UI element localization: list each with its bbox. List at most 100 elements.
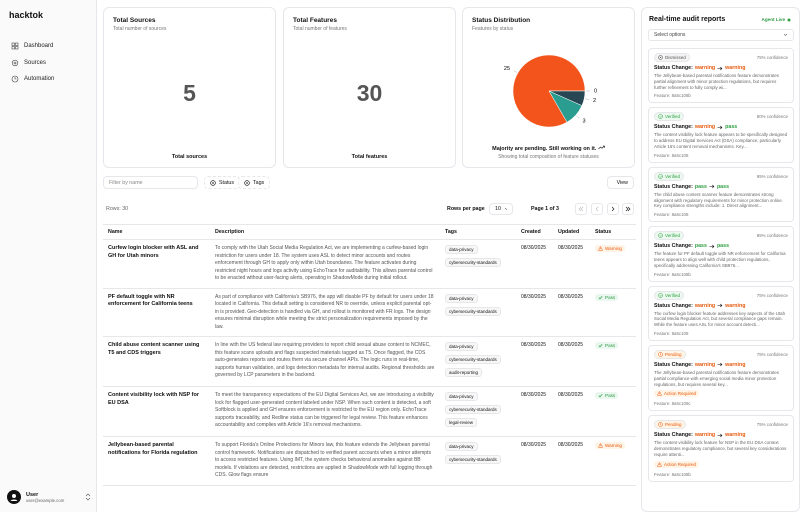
column-header: Tags xyxy=(440,224,516,240)
user-menu[interactable]: User user@example.com xyxy=(7,490,91,504)
user-email: user@example.com xyxy=(26,497,65,503)
report-text: The curfew login blocker feature address… xyxy=(654,310,786,328)
nav-item[interactable]: Sources xyxy=(9,55,89,72)
view-button[interactable]: View xyxy=(607,176,634,189)
from-status: warning xyxy=(694,65,716,71)
status-change: Status Change: warning warning xyxy=(654,303,788,309)
table-row[interactable]: Curfew login blocker with ASL and GH for… xyxy=(103,239,636,289)
card-subtitle: Total number of features xyxy=(293,26,347,32)
status-change: Status Change: pass pass xyxy=(654,184,788,190)
filter-label: Status xyxy=(219,179,235,186)
status-badge: Pass xyxy=(595,342,619,349)
status-icon xyxy=(598,393,603,398)
first-page[interactable] xyxy=(575,203,587,215)
audit-report[interactable]: Verified 80% confidence Status Change: warn… xyxy=(648,107,794,163)
state-text: Pending xyxy=(665,351,682,357)
table-row[interactable]: Jellybean-based parental notifications f… xyxy=(103,436,636,486)
status-cell: Pass xyxy=(590,288,636,337)
tag: data-privacy xyxy=(445,245,478,254)
rows-per-page-select[interactable]: 10 xyxy=(489,203,513,215)
change-label: Status Change: xyxy=(654,124,693,131)
arrow-icon xyxy=(717,363,723,367)
arrow-icon xyxy=(717,433,723,438)
state-icon xyxy=(658,233,663,239)
audit-report[interactable]: Pending 75% confidence Status Change: warni… xyxy=(648,344,794,412)
table-row[interactable]: Child abuse content scanner using T5 and… xyxy=(103,336,636,387)
live-dot xyxy=(787,18,791,21)
arrow-icon xyxy=(709,244,715,248)
feature-description: To support Florida's Online Protections … xyxy=(210,436,440,486)
from-status: warning xyxy=(694,361,716,368)
brand[interactable]: hacktok xyxy=(9,10,44,20)
chart-subtitle: Features by status xyxy=(472,26,514,32)
feature-id: Feature: 8a5c108b xyxy=(654,471,691,477)
nav-label: Dashboard xyxy=(24,43,54,50)
state-text: Dismissed xyxy=(665,55,686,60)
confidence: 75% confidence xyxy=(756,422,788,428)
feature-description: As part of compliance with California's … xyxy=(210,288,440,337)
feature-id: Feature: 8a5c108 xyxy=(654,330,689,336)
status-text: Pass xyxy=(605,393,616,398)
label-line xyxy=(576,115,580,119)
filter-button[interactable]: Tags xyxy=(238,176,271,189)
arrow-icon xyxy=(717,303,723,308)
nav-item[interactable]: Dashboard xyxy=(9,38,89,55)
tag: data-privacy xyxy=(445,342,478,351)
audit-report[interactable]: Verified 85% confidence Status Change: pass… xyxy=(648,226,794,282)
state-text: Pending xyxy=(665,422,682,428)
tag: cybersecurity-standards xyxy=(445,258,501,267)
feature-tags: data-privacy cybersecurity-standards legal… xyxy=(440,386,516,437)
feature-name: PF default toggle with NR enforcement fo… xyxy=(103,288,210,337)
state-text: Verified xyxy=(665,173,681,179)
pie-card: Status Distribution Features by status 2… xyxy=(462,7,635,168)
audit-report[interactable]: Dismissed 75% confidence Status Change: war… xyxy=(648,48,794,104)
audit-report[interactable]: Pending 75% confidence Status Change: warni… xyxy=(648,415,794,482)
filter-button[interactable]: Status xyxy=(204,176,241,189)
plus-icon xyxy=(244,179,250,186)
select-options[interactable]: Select options xyxy=(648,29,794,41)
select-text: Select options xyxy=(654,32,686,38)
feature-id: Feature: 8a5c109c xyxy=(654,401,691,407)
column-header: Created xyxy=(516,224,553,240)
change-label: Status Change: xyxy=(654,65,693,71)
confidence: 75% confidence xyxy=(756,351,788,357)
audit-report[interactable]: Verified 95% confidence Status Change: pass… xyxy=(648,166,794,223)
chevron xyxy=(85,493,91,501)
created-date: 08/30/2025 xyxy=(516,336,553,387)
nav-item[interactable]: Automation xyxy=(9,71,89,88)
icon xyxy=(595,206,599,212)
prev-page[interactable] xyxy=(591,203,603,215)
audit-report[interactable]: Verified 75% confidence Status Change: warn… xyxy=(648,285,794,341)
sidebar: hacktok Dashboard Sources Automation User … xyxy=(0,0,97,512)
audit-panel: Real-time audit reports Agent Live Selec… xyxy=(641,7,800,512)
icon xyxy=(578,206,584,212)
state-icon xyxy=(658,352,663,357)
confidence: 75% confidence xyxy=(756,55,788,60)
feature-tags: data-privacy cybersecurity-standards audit… xyxy=(440,336,516,387)
chart-footer: Majority are pending. Still working on i… xyxy=(463,145,634,152)
status-badge: Warning xyxy=(595,245,625,252)
status-change: Status Change: warning warning xyxy=(654,65,788,71)
audit-title: Real-time audit reports xyxy=(649,16,726,23)
nav-icon xyxy=(11,75,19,83)
change-label: Status Change: xyxy=(654,361,693,368)
table-row[interactable]: Content visibility lock with NSP for EU … xyxy=(103,386,636,437)
change-label: Status Change: xyxy=(654,183,693,190)
state-text: Verified xyxy=(665,292,681,298)
status-icon xyxy=(598,343,603,348)
status-cell: Warning xyxy=(590,436,636,486)
tag: cybersecurity-standards xyxy=(445,455,501,464)
status-change: Status Change: pass pass xyxy=(654,243,788,249)
arrow-icon xyxy=(717,66,723,70)
from-status: warning xyxy=(694,432,716,439)
nav: Dashboard Sources Automation xyxy=(9,38,89,88)
last-page[interactable] xyxy=(622,203,634,215)
action-required: Action Required xyxy=(654,460,700,468)
table-row[interactable]: PF default toggle with NR enforcement fo… xyxy=(103,288,636,337)
created-date: 08/30/2025 xyxy=(516,239,553,289)
from-status: warning xyxy=(694,302,716,309)
nav-label: Automation xyxy=(24,76,55,83)
next-page[interactable] xyxy=(607,203,619,215)
filter-input[interactable]: Filter by name xyxy=(103,176,198,189)
status-icon xyxy=(598,295,603,299)
